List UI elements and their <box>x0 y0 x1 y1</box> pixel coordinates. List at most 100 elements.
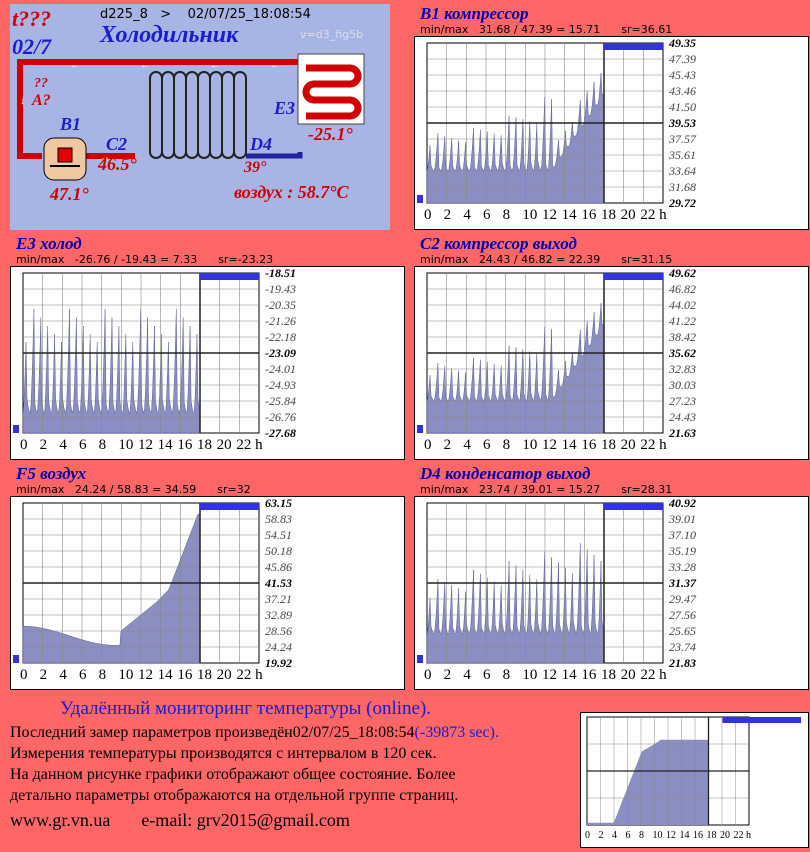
y-tick-label: 37.57 <box>668 132 697 146</box>
x-tick-label: 16 <box>177 667 193 683</box>
y-tick-label: 49.35 <box>668 37 696 50</box>
x-tick-label: 14 <box>562 667 578 683</box>
x-tick-label: 10 <box>118 667 133 683</box>
y-tick-label: 33.28 <box>668 560 696 574</box>
x-tick-label: 4 <box>59 667 67 683</box>
y-tick-label: 45.43 <box>669 68 696 82</box>
c2-label: C2 <box>106 134 128 154</box>
x-tick-label: 20 <box>217 667 232 683</box>
y-tick-label: 27.23 <box>669 394 696 408</box>
x-tick-label: 8 <box>503 437 511 453</box>
level-marker <box>13 655 19 663</box>
fridge-schematic: ← ← ← ← ↓ → t??? 02/7 d225_8 > 02/07/25_18:0… <box>10 4 390 230</box>
y-tick-label: -24.93 <box>265 378 296 392</box>
y-tick-label: -21.26 <box>265 314 296 328</box>
x-tick-label: 4 <box>463 207 471 223</box>
x-tick-label: 2 <box>444 667 452 683</box>
y-tick-label: 44.02 <box>669 298 696 312</box>
y-tick-label: 32.89 <box>264 608 292 622</box>
y-tick-label: 37.21 <box>264 592 292 606</box>
y-tick-label: 35.61 <box>668 148 696 162</box>
y-tick-label: 31.37 <box>668 576 697 590</box>
date-short: 02/7 <box>12 34 52 59</box>
y-tick-label: -20.35 <box>265 298 296 312</box>
y-tick-label: 37.10 <box>668 528 696 542</box>
x-tick-label: 0 <box>424 667 432 683</box>
y-tick-label: 28.56 <box>265 624 292 638</box>
y-tick-label: 49.62 <box>668 267 696 280</box>
y-tick-label: 24.43 <box>669 410 696 424</box>
x-tick-label: 16 <box>581 667 597 683</box>
y-tick-label: 46.82 <box>669 282 696 296</box>
e3-value: -25.1° <box>308 124 353 144</box>
x-tick-label: 4 <box>463 667 471 683</box>
data-area <box>426 73 605 204</box>
x-tick-label: 20 <box>621 437 636 453</box>
mini-x-tick: 0 <box>585 830 590 841</box>
x-tick-label: 8 <box>99 667 107 683</box>
y-tick-label: 29.47 <box>669 592 697 606</box>
x-tick-label: 2 <box>40 667 48 683</box>
y-tick-label: 41.50 <box>669 100 696 114</box>
x-tick-label: 16 <box>177 437 193 453</box>
chart-title-c2: C2 компрессор выход <box>420 234 577 253</box>
chart-title-b1: B1 компрессор <box>420 4 529 23</box>
data-area <box>22 513 201 664</box>
chart-minmax-e3: min/max -26.76 / -19.43 = 7.33 sr=-23.23 <box>16 253 274 266</box>
x-tick-label: 6 <box>483 667 491 683</box>
y-tick-label: 31.68 <box>668 180 696 194</box>
x-tick-label: 2 <box>40 437 48 453</box>
e3-label: E3 <box>274 98 296 118</box>
y-tick-label: -24.01 <box>265 362 296 376</box>
chart-panel-c2: 49.62 46.82 44.02 41.22 38.42 35.62 32.83 30.03… <box>414 266 809 460</box>
range-bar <box>200 273 259 280</box>
x-tick-label: 0 <box>424 207 432 223</box>
mini-x-tick: 12 <box>666 830 676 841</box>
y-tick-label: 38.42 <box>668 330 696 344</box>
x-tick-label: 18 <box>601 207 616 223</box>
chart-e3: -18.51 -19.43 -20.35 -21.26 -22.18 -23.09 -24.… <box>13 266 296 453</box>
mini-x-tick: 16 <box>693 830 703 841</box>
x-tick-label: 14 <box>158 437 174 453</box>
device-line: d225_8 > 02/07/25_18:08:54 <box>100 7 311 22</box>
x-tick-label: 0 <box>20 437 28 453</box>
footer-line-3: На данном рисунке графики отображают общ… <box>10 766 456 783</box>
chart-panel-d4: 40.92 39.01 37.10 35.19 33.28 31.37 29.47 27.56… <box>414 496 809 690</box>
air-temperature: воздух : 58.7°C <box>234 182 349 202</box>
x-tick-label: 18 <box>197 437 212 453</box>
y-tick-label: -18.51 <box>265 267 296 280</box>
b1-label: B1 <box>60 114 82 134</box>
mini-x-tick: 10 <box>653 830 663 841</box>
x-tick-label: 8 <box>99 437 107 453</box>
email-link[interactable]: e-mail: grv2015@gmail.com <box>141 810 350 830</box>
mini-chart: 0 2 4 6 8 10 12 14 16 18 20 22 h <box>585 716 801 841</box>
y-tick-label: 19.92 <box>265 656 292 670</box>
svg-text:→: → <box>100 152 110 163</box>
x-tick-label: 6 <box>483 207 491 223</box>
page-title: Холодильник <box>100 22 239 48</box>
data-area <box>22 308 201 434</box>
chart-d4: 40.92 39.01 37.10 35.19 33.28 31.37 29.47 27.56… <box>417 496 697 683</box>
b1-value: 47.1° <box>50 184 89 204</box>
x-tick-label: 6 <box>79 667 87 683</box>
y-tick-label: 39.01 <box>668 512 696 526</box>
x-tick-label: 8 <box>503 667 511 683</box>
x-tick-label: 20 <box>217 437 232 453</box>
x-tick-label: 18 <box>601 667 616 683</box>
footer-line-2: Измерения температуры производятся с инт… <box>10 745 437 762</box>
y-tick-label: 24.24 <box>265 640 292 654</box>
svg-text:←: ← <box>210 60 220 71</box>
x-tick-label: 0 <box>20 667 28 683</box>
y-tick-label: 35.19 <box>668 544 696 558</box>
mini-x-tick: 2 <box>599 830 604 841</box>
website-link[interactable]: www.gr.vn.ua <box>10 810 111 830</box>
chart-c2: 49.62 46.82 44.02 41.22 38.42 35.62 32.83 30.03… <box>417 266 696 453</box>
x-tick-label: 12 <box>138 437 153 453</box>
y-tick-label: 21.63 <box>668 426 696 440</box>
footer-line-1: Последний замер параметров произведён02/… <box>10 724 499 742</box>
mini-x-tick: 8 <box>639 830 644 841</box>
x-tick-label: 14 <box>562 207 578 223</box>
x-tick-label: 22 h <box>640 437 667 453</box>
y-tick-label: -19.43 <box>265 282 296 296</box>
chart-panel-f5: 63.15 58.83 54.51 50.18 45.86 41.53 37.21 32.89… <box>10 496 405 690</box>
